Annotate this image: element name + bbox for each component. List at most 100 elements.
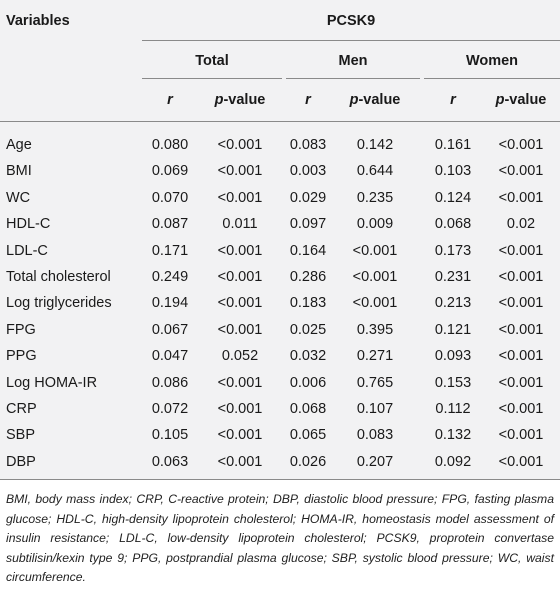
cell-total-r: 0.087 [151,216,189,232]
women-r-header: r [450,92,456,108]
total-r-header: r [167,92,173,108]
cell-total-p: <0.001 [217,190,263,206]
cell-men-r: 0.286 [289,269,327,285]
cell-total-p: <0.001 [217,454,263,470]
cell-men-p: 0.107 [356,401,394,417]
cell-men-p: 0.083 [356,427,394,443]
cell-women-r: 0.161 [434,137,472,153]
cell-women-p: <0.001 [498,243,544,259]
cell-women-p: <0.001 [498,137,544,153]
row-label: HDL-C [6,216,51,232]
header-rule [0,121,560,122]
cell-women-p: <0.001 [498,322,544,338]
cell-men-r: 0.068 [289,401,327,417]
cell-women-r: 0.092 [434,454,472,470]
cell-total-p: <0.001 [217,295,263,311]
cell-men-p: <0.001 [352,295,398,311]
cell-men-p: <0.001 [352,269,398,285]
total-header: Total [195,53,229,69]
cell-men-r: 0.083 [289,137,327,153]
cell-women-p: <0.001 [498,375,544,391]
cell-men-p: 0.142 [356,137,394,153]
women-divider [424,78,560,79]
total-divider [142,78,282,79]
cell-men-r: 0.006 [289,375,327,391]
women-p-header: p-value [495,92,547,108]
cell-women-r: 0.068 [434,216,472,232]
men-r-header: r [305,92,311,108]
cell-men-r: 0.097 [289,216,327,232]
cell-total-r: 0.171 [151,243,189,259]
cell-men-r: 0.029 [289,190,327,206]
cell-men-p: <0.001 [352,243,398,259]
cell-men-r: 0.003 [289,163,327,179]
cell-women-p: <0.001 [498,401,544,417]
cell-total-p: <0.001 [217,243,263,259]
cell-men-p: 0.235 [356,190,394,206]
cell-women-r: 0.112 [435,401,471,417]
cell-women-p: <0.001 [498,427,544,443]
row-label: PPG [6,348,37,364]
cell-women-p: <0.001 [498,348,544,364]
bottom-rule [0,479,560,480]
cell-total-r: 0.080 [151,137,189,153]
cell-men-r: 0.065 [289,427,327,443]
cell-men-p: 0.271 [356,348,394,364]
cell-men-r: 0.026 [289,454,327,470]
cell-total-p: 0.011 [222,216,258,232]
cell-men-p: 0.395 [356,322,394,338]
men-header: Men [338,53,368,69]
cell-women-p: <0.001 [498,454,544,470]
row-label: Log triglycerides [6,295,112,311]
cell-women-r: 0.093 [434,348,472,364]
cell-total-p: <0.001 [217,137,263,153]
row-label: WC [6,190,31,206]
table-background [0,0,560,480]
cell-women-r: 0.153 [434,375,472,391]
row-label: Log HOMA-IR [6,375,98,391]
cell-total-p: <0.001 [217,427,263,443]
row-label: LDL-C [6,243,48,259]
cell-total-p: 0.052 [221,348,259,364]
cell-women-r: 0.121 [434,322,472,338]
variables-header: Variables [6,13,70,29]
cell-men-r: 0.183 [289,295,327,311]
cell-women-p: <0.001 [498,295,544,311]
cell-total-r: 0.067 [151,322,189,338]
cell-men-r: 0.025 [289,322,327,338]
cell-women-p: <0.001 [498,269,544,285]
cell-men-r: 0.164 [289,243,327,259]
cell-women-r: 0.231 [434,269,472,285]
group-divider [142,40,560,41]
cell-total-r: 0.086 [151,375,189,391]
footnote: BMI, body mass index; CRP, C-reactive pr… [6,492,554,585]
cell-men-p: 0.765 [356,375,394,391]
row-label: Age [6,137,32,153]
men-divider [286,78,420,79]
row-label: BMI [6,163,32,179]
cell-total-r: 0.072 [151,401,189,417]
cell-women-r: 0.124 [434,190,472,206]
cell-total-r: 0.105 [151,427,189,443]
row-label: FPG [6,322,36,338]
cell-women-r: 0.213 [434,295,472,311]
row-label: Total cholesterol [6,269,111,285]
cell-men-p: 0.207 [356,454,394,470]
cell-men-p: 0.644 [356,163,394,179]
cell-total-r: 0.047 [151,348,189,364]
pcsk9-header: PCSK9 [326,13,376,29]
cell-total-p: <0.001 [217,322,263,338]
cell-total-r: 0.063 [151,454,189,470]
cell-men-p: 0.009 [356,216,394,232]
cell-women-p: <0.001 [498,190,544,206]
women-header: Women [465,53,519,69]
cell-total-p: <0.001 [217,375,263,391]
cell-women-r: 0.132 [434,427,472,443]
row-label: SBP [6,427,36,443]
row-label: DBP [6,454,36,470]
men-p-header: p-value [349,92,401,108]
cell-women-r: 0.173 [434,243,472,259]
cell-women-r: 0.103 [434,163,472,179]
cell-total-r: 0.249 [151,269,189,285]
cell-men-r: 0.032 [289,348,327,364]
